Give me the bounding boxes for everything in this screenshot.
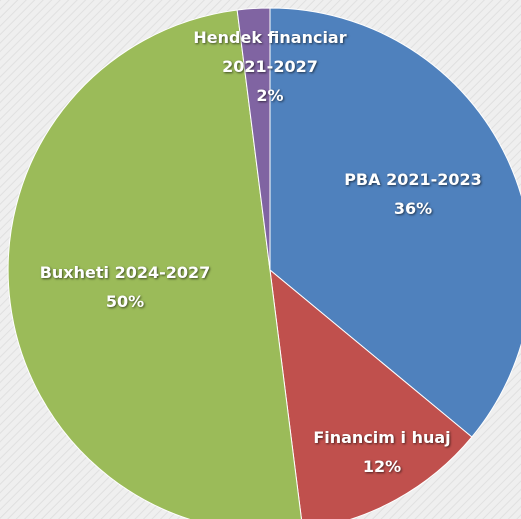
slice-label: Hendek financiar 2021-2027 2% xyxy=(170,23,370,110)
value-label: 50% xyxy=(105,292,145,311)
pie-slice xyxy=(7,9,302,519)
category-name: PBA 2021-2023 xyxy=(344,170,482,189)
pie-slice xyxy=(236,7,271,271)
pie-slice xyxy=(269,268,473,519)
value-label: 36% xyxy=(393,199,433,218)
slice-label: PBA 2021-2023 36% xyxy=(313,165,513,223)
pie-slice xyxy=(269,7,521,438)
value-label: 12% xyxy=(362,457,402,476)
category-name: Financim i huaj xyxy=(313,428,451,447)
value-label: 2% xyxy=(256,86,284,105)
category-name: Hendek financiar 2021-2027 xyxy=(193,28,347,76)
slice-label: Buxheti 2024-2027 50% xyxy=(15,258,235,316)
slice-label: Financim i huaj 12% xyxy=(282,423,482,481)
category-name: Buxheti 2024-2027 xyxy=(39,263,211,282)
